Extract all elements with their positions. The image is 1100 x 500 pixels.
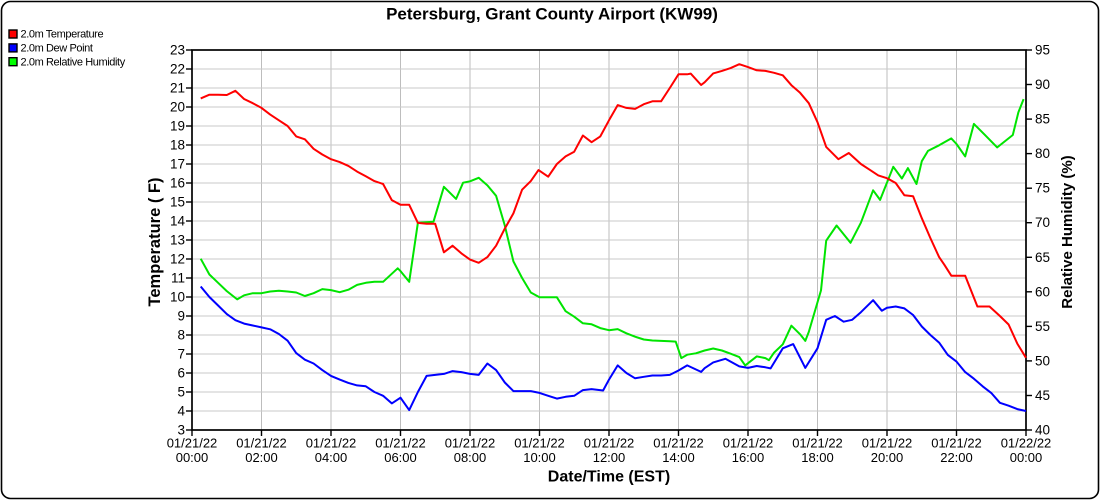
svg-text:10: 10 <box>170 290 185 305</box>
svg-text:11: 11 <box>171 271 185 286</box>
svg-text:21: 21 <box>170 81 185 96</box>
svg-text:01/21/22: 01/21/22 <box>236 436 287 451</box>
svg-text:16: 16 <box>170 176 185 191</box>
svg-text:12:00: 12:00 <box>593 450 626 465</box>
svg-text:06:00: 06:00 <box>384 450 417 465</box>
svg-text:14:00: 14:00 <box>662 450 695 465</box>
svg-text:01/21/22: 01/21/22 <box>514 436 565 451</box>
svg-text:16:00: 16:00 <box>732 450 765 465</box>
svg-text:01/21/22: 01/21/22 <box>584 436 635 451</box>
svg-text:80: 80 <box>1035 146 1050 161</box>
svg-text:65: 65 <box>1035 250 1050 265</box>
svg-text:01/22/22: 01/22/22 <box>1001 436 1052 451</box>
svg-text:08:00: 08:00 <box>454 450 487 465</box>
svg-text:Petersburg, Grant County Airpo: Petersburg, Grant County Airport (KW99) <box>386 5 718 24</box>
svg-text:12: 12 <box>170 252 185 267</box>
svg-text:40: 40 <box>1035 423 1050 438</box>
svg-text:70: 70 <box>1035 215 1050 230</box>
svg-text:6: 6 <box>177 366 185 381</box>
svg-text:01/21/22: 01/21/22 <box>306 436 357 451</box>
svg-text:2.0m Relative Humidity: 2.0m Relative Humidity <box>21 56 126 68</box>
svg-text:2.0m Temperature: 2.0m Temperature <box>21 29 104 41</box>
svg-text:Relative Humidity (%): Relative Humidity (%) <box>1059 155 1076 308</box>
svg-text:8: 8 <box>177 328 185 343</box>
svg-text:20:00: 20:00 <box>871 450 904 465</box>
svg-text:01/21/22: 01/21/22 <box>445 436 496 451</box>
svg-text:3: 3 <box>177 423 185 438</box>
svg-text:22: 22 <box>170 62 185 77</box>
svg-text:60: 60 <box>1035 284 1050 299</box>
svg-text:19: 19 <box>170 119 185 134</box>
svg-text:02:00: 02:00 <box>245 450 278 465</box>
svg-text:Date/Time (EST): Date/Time (EST) <box>548 469 670 486</box>
svg-text:13: 13 <box>170 233 185 248</box>
svg-text:55: 55 <box>1035 319 1050 334</box>
svg-text:2.0m Dew Point: 2.0m Dew Point <box>21 43 93 55</box>
svg-text:90: 90 <box>1035 77 1050 92</box>
svg-text:01/21/22: 01/21/22 <box>723 436 774 451</box>
svg-text:Temperature ( F): Temperature ( F) <box>146 178 164 307</box>
svg-text:01/21/22: 01/21/22 <box>653 436 704 451</box>
svg-text:18:00: 18:00 <box>801 450 834 465</box>
svg-text:45: 45 <box>1035 388 1050 403</box>
svg-text:00:00: 00:00 <box>1010 450 1043 465</box>
svg-text:75: 75 <box>1035 181 1050 196</box>
svg-text:4: 4 <box>177 404 185 419</box>
svg-text:7: 7 <box>177 347 185 362</box>
svg-text:22:00: 22:00 <box>940 450 973 465</box>
svg-text:95: 95 <box>1035 43 1050 58</box>
svg-text:01/21/22: 01/21/22 <box>931 436 982 451</box>
svg-text:23: 23 <box>170 43 185 58</box>
svg-text:5: 5 <box>177 385 185 400</box>
svg-text:20: 20 <box>170 100 185 115</box>
svg-text:9: 9 <box>177 309 185 324</box>
svg-text:85: 85 <box>1035 112 1050 127</box>
svg-text:01/21/22: 01/21/22 <box>167 436 218 451</box>
svg-text:00:00: 00:00 <box>176 450 209 465</box>
svg-text:18: 18 <box>170 138 185 153</box>
svg-text:17: 17 <box>170 157 185 172</box>
svg-text:14: 14 <box>170 214 186 229</box>
svg-text:10:00: 10:00 <box>523 450 556 465</box>
svg-text:01/21/22: 01/21/22 <box>375 436 426 451</box>
svg-text:01/21/22: 01/21/22 <box>792 436 843 451</box>
svg-text:50: 50 <box>1035 353 1050 368</box>
svg-text:01/21/22: 01/21/22 <box>862 436 913 451</box>
svg-text:04:00: 04:00 <box>315 450 348 465</box>
svg-text:15: 15 <box>170 195 185 210</box>
